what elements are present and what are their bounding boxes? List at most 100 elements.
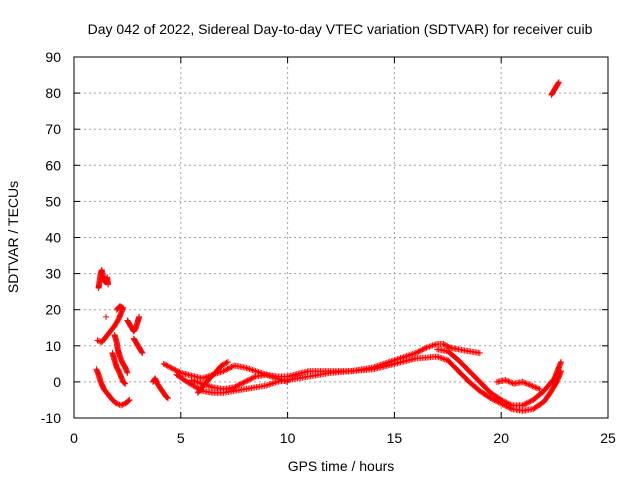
data-point [558,359,565,366]
data-point [249,374,256,381]
data-point [499,397,506,404]
data-point [443,342,450,349]
data-point [432,341,439,348]
data-point [270,379,277,386]
data-point [264,372,271,379]
data-point [222,360,229,367]
data-point [415,348,422,355]
grid [74,57,608,418]
data-point [199,375,206,382]
data-point [240,379,247,386]
data-point [251,374,258,381]
data-point [527,398,534,405]
data-point [239,380,246,387]
y-tick-labels: -10 0 10 20 30 40 50 60 70 80 90 [41,49,61,426]
data-point [497,396,504,403]
data-point [422,345,429,352]
data-point [530,383,537,390]
y-tick-label: 70 [45,121,61,137]
data-point [164,395,171,402]
data-point [105,281,112,288]
data-point [520,379,527,386]
data-point [228,364,235,371]
data-point [117,402,124,409]
y-tick-label: 20 [45,302,61,318]
data-point [444,343,451,350]
data-point [223,366,230,373]
data-point [115,401,122,408]
data-point [139,350,146,357]
y-tick-label: 40 [45,230,61,246]
data-point [502,377,509,384]
data-point [491,397,498,404]
series-outlier-top [548,79,562,98]
x-tick-label: 0 [70,430,78,446]
data-point [532,384,539,391]
data-point [522,401,529,408]
data-point [502,398,509,405]
data-point [440,340,447,347]
data-point [122,380,129,387]
data-point [419,346,426,353]
x-tick-labels: 0 5 10 15 20 25 [70,430,616,446]
data-point [246,366,253,373]
data-point [441,341,448,348]
y-tick-label: -10 [41,410,61,426]
data-point [526,381,533,388]
data-point [418,347,425,354]
data-point [519,378,526,385]
series-early-right [124,313,146,357]
data-point [163,362,170,369]
data-point [241,378,248,385]
series-early-upper [94,303,127,346]
data-point [165,363,172,370]
data-point [435,354,442,361]
y-tick-label: 60 [45,157,61,173]
data-point [126,396,133,403]
data-point [507,401,514,408]
data-point [121,380,128,387]
data-point [445,343,452,350]
data-point [488,395,495,402]
data-point [524,399,531,406]
data-point [500,398,507,405]
data-point [280,377,287,384]
series-late-small [493,377,543,393]
data-points [93,79,565,414]
data-point [431,342,438,349]
y-tick-label: 80 [45,85,61,101]
data-point [220,368,227,375]
data-point [522,380,529,387]
data-point [94,337,101,344]
data-point [520,401,527,408]
data-point [503,399,510,406]
data-point [504,400,511,407]
data-point [241,364,248,371]
data-point [535,385,542,392]
series-early-lower [93,366,133,409]
data-point [281,377,288,384]
data-point [528,382,535,389]
data-point [266,381,273,388]
data-point [233,382,240,389]
data-point [526,398,533,405]
data-point [136,313,143,320]
data-point [508,379,515,386]
x-tick-label: 20 [493,430,509,446]
data-point [236,381,243,388]
data-point [103,313,110,320]
y-tick-label: 90 [45,49,61,65]
data-point [555,79,562,86]
data-point [506,378,513,385]
data-point [252,368,259,375]
data-point [162,361,169,368]
data-point [420,345,427,352]
data-point [227,364,234,371]
data-point [249,367,256,374]
y-tick-label: 50 [45,193,61,209]
data-point [169,365,176,372]
data-point [555,80,562,87]
data-point [251,367,258,374]
data-point [529,383,536,390]
